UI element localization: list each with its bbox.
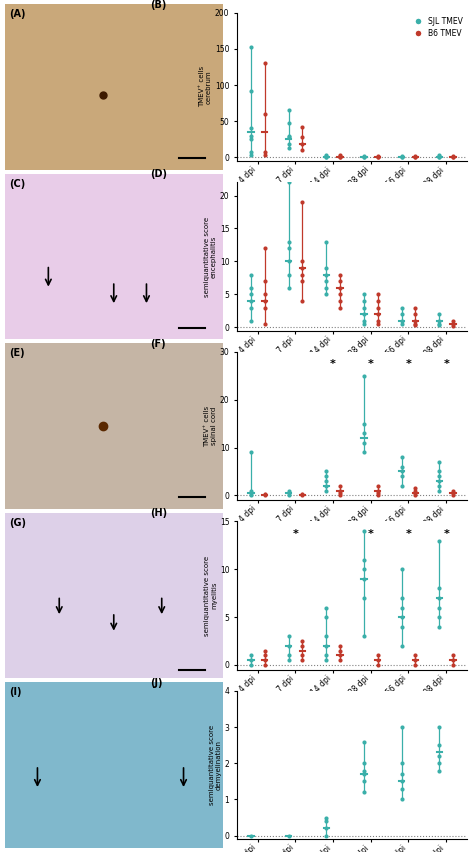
Legend: SJL TMEV, B6 TMEV: SJL TMEV, B6 TMEV [410,16,463,37]
Y-axis label: semiquantitative score
myelitis: semiquantitative score myelitis [204,556,217,636]
Text: (H): (H) [150,509,167,519]
Text: (B): (B) [150,0,166,10]
Text: *: * [368,360,374,369]
Y-axis label: TMEV⁺ cells
cerebrum: TMEV⁺ cells cerebrum [199,66,212,107]
Text: *: * [406,529,411,538]
Text: *: * [292,529,298,538]
Text: *: * [443,529,449,538]
Text: (C): (C) [9,179,25,189]
Text: *: * [330,360,336,369]
Y-axis label: TMEV⁺ cells
spinal cord: TMEV⁺ cells spinal cord [204,406,217,446]
Text: (A): (A) [9,9,26,20]
Y-axis label: semiquantitative score
encephalitis: semiquantitative score encephalitis [204,216,217,296]
Text: *: * [368,529,374,538]
Text: *: * [406,360,411,369]
Text: (I): (I) [9,688,22,698]
Y-axis label: semiquantitative score
demyelination: semiquantitative score demyelination [209,725,222,805]
Text: (D): (D) [150,170,167,180]
Text: (J): (J) [150,678,162,688]
Text: (E): (E) [9,348,25,359]
Text: (G): (G) [9,518,26,528]
Text: *: * [443,360,449,369]
Text: (F): (F) [150,339,165,349]
